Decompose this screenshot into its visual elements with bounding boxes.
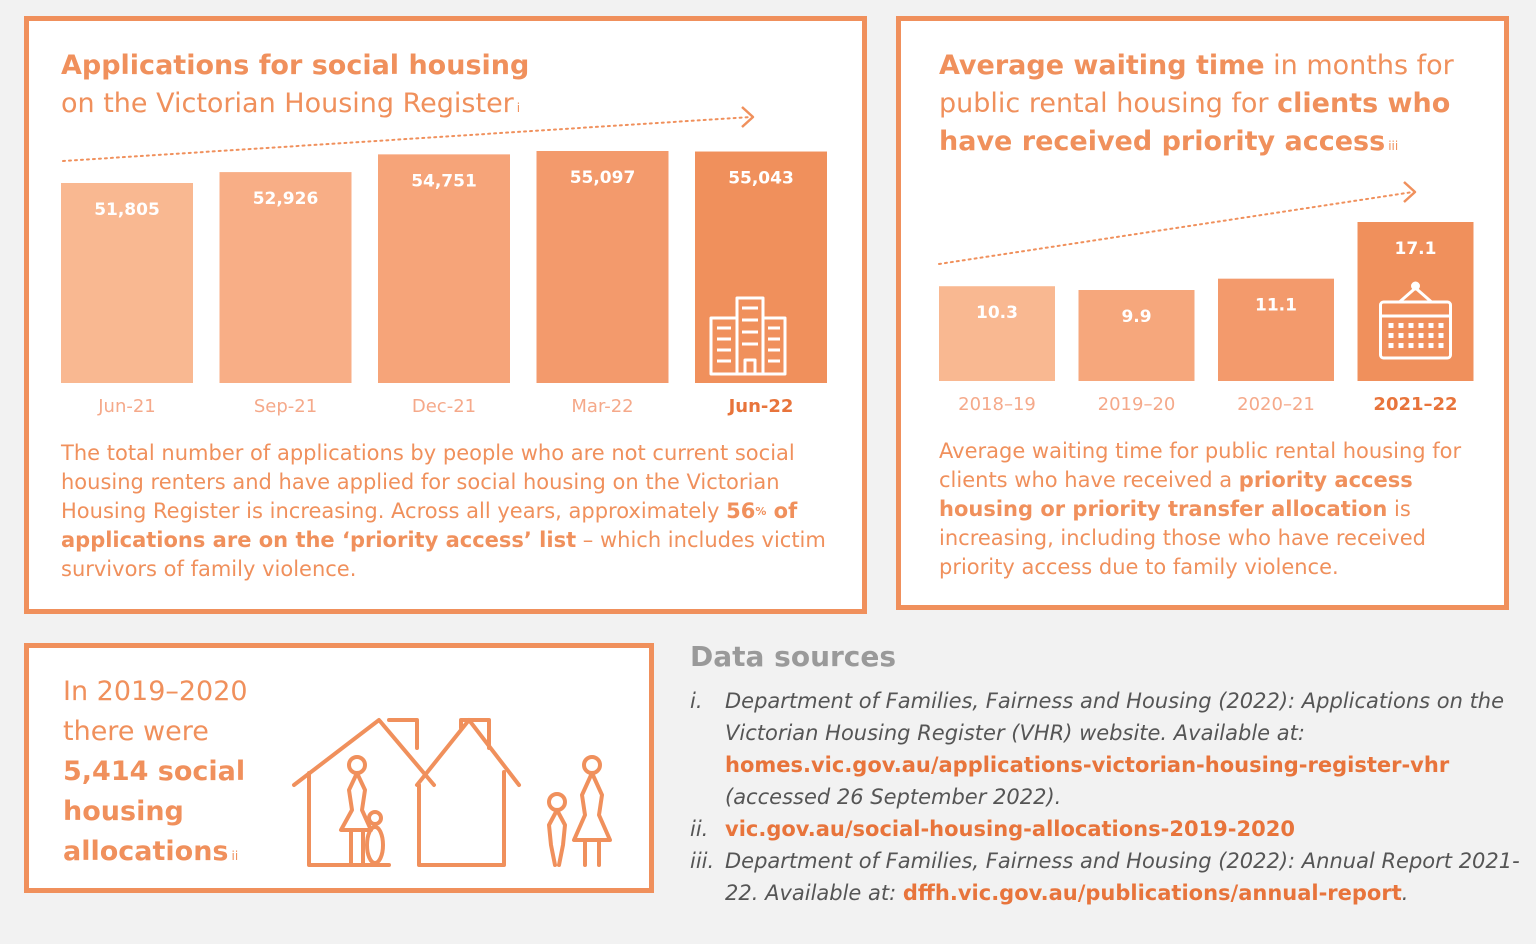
data-label: 17.1 (1395, 239, 1437, 259)
source-number: ii. (690, 817, 709, 841)
applications-title-light: on the Victorian Housing Register (61, 88, 514, 119)
bar (1078, 290, 1195, 381)
applications-bar-chart: 51,805 Jun-21 52,926 Sep-21 54,751 Dec-21 55,0… (61, 106, 827, 417)
bar (939, 286, 1055, 381)
bar (536, 151, 669, 383)
allocations-line-2: there were (63, 716, 209, 747)
applications-caption-text-1: The total number of applications by peop… (61, 441, 795, 523)
tick-label: Mar-22 (571, 396, 633, 417)
tick-label: 2020–21 (1237, 394, 1315, 415)
calendar-icon (1379, 281, 1452, 360)
source-after: . (1401, 881, 1409, 905)
waiting-title: Average waiting time in months for publi… (939, 47, 1499, 161)
family-houses-icon (292, 718, 612, 867)
applications-panel: Applications for social housing on the V… (24, 16, 867, 614)
data-sources: Data sources i. Department of Families, … (690, 640, 1520, 909)
applications-title-ref: i (516, 101, 521, 115)
tick-label: Dec-21 (412, 396, 476, 417)
waiting-time-panel: Average waiting time in months for publi… (896, 16, 1509, 610)
data-label: 11.1 (1255, 296, 1297, 316)
trend-arrow (62, 106, 755, 162)
source-text: Department of Families, Fairness and Hou… (725, 849, 1520, 905)
tick-label: Jun-21 (97, 396, 156, 417)
trend-arrow (938, 181, 1417, 265)
applications-title: Applications for social housing on the V… (61, 47, 529, 123)
waiting-title-ref: iii (1388, 139, 1399, 153)
applications-caption-bold: 56% of applications are on the ‘priority… (61, 499, 798, 552)
source-number: iii. (690, 849, 715, 873)
waiting-time-bar-chart: 10.3 2018–19 9.9 2019–20 11.1 2020–21 17.1 2021… (938, 181, 1474, 415)
allocations-panel: In 2019–2020 there were 5,414 social hou… (24, 643, 654, 893)
source-item: ii. vic.gov.au/social-housing-allocation… (690, 813, 1520, 845)
source-item: i. Department of Families, Fairness and … (690, 685, 1520, 813)
tick-label: Sep-21 (254, 396, 317, 417)
data-label: 52,926 (253, 189, 319, 209)
tick-label: Jun-22 (727, 396, 794, 417)
data-label: 51,805 (94, 200, 160, 220)
bar (219, 172, 352, 383)
bar (61, 183, 193, 383)
source-item: iii. Department of Families, Fairness an… (690, 845, 1520, 909)
waiting-caption-bold: priority access housing or priority tran… (939, 468, 1413, 521)
waiting-title-bold-1: Average waiting time (939, 50, 1265, 81)
applications-caption-text-2: – which includes victim survivors of fam… (61, 528, 826, 581)
data-label: 55,097 (570, 168, 636, 188)
bar (695, 151, 827, 383)
source-after: (accessed 26 September 2022). (725, 785, 1062, 809)
bar (378, 154, 510, 383)
source-number: i. (690, 689, 703, 713)
applications-title-bold: Applications for social housing (61, 50, 530, 81)
data-label: 10.3 (976, 303, 1018, 323)
allocations-ref: ii (231, 849, 239, 863)
tick-label: 2018–19 (958, 394, 1036, 415)
tick-label: 2021–22 (1373, 394, 1457, 415)
applications-caption: The total number of applications by peop… (61, 439, 851, 584)
data-label: 54,751 (411, 171, 477, 191)
data-label: 55,043 (728, 169, 794, 189)
waiting-title-light: in months for public rental housing for (939, 50, 1454, 119)
building-icon (709, 296, 787, 376)
waiting-caption-text-2: is increasing, including those who have … (939, 497, 1426, 579)
data-label: 9.9 (1121, 307, 1151, 327)
allocations-text: In 2019–2020 there were 5,414 social hou… (63, 672, 293, 872)
source-link[interactable]: homes.vic.gov.au/applications-victorian-… (725, 753, 1450, 777)
allocations-line-1: In 2019–2020 (63, 676, 248, 707)
data-sources-title: Data sources (690, 640, 897, 673)
waiting-caption: Average waiting time for public rental h… (939, 437, 1479, 582)
bar (1218, 278, 1334, 381)
waiting-title-bold-2: clients who have received priority acces… (939, 88, 1451, 157)
allocations-bold: 5,414 social housing allocations (63, 756, 246, 867)
source-link[interactable]: vic.gov.au/social-housing-allocations-20… (725, 817, 1295, 841)
source-text: Department of Families, Fairness and Hou… (725, 689, 1505, 745)
source-link[interactable]: dffh.vic.gov.au/publications/annual-repo… (902, 881, 1402, 905)
waiting-caption-text-1: Average waiting time for public rental h… (939, 439, 1462, 492)
data-sources-list: i. Department of Families, Fairness and … (690, 685, 1520, 909)
tick-label: 2019–20 (1098, 394, 1176, 415)
